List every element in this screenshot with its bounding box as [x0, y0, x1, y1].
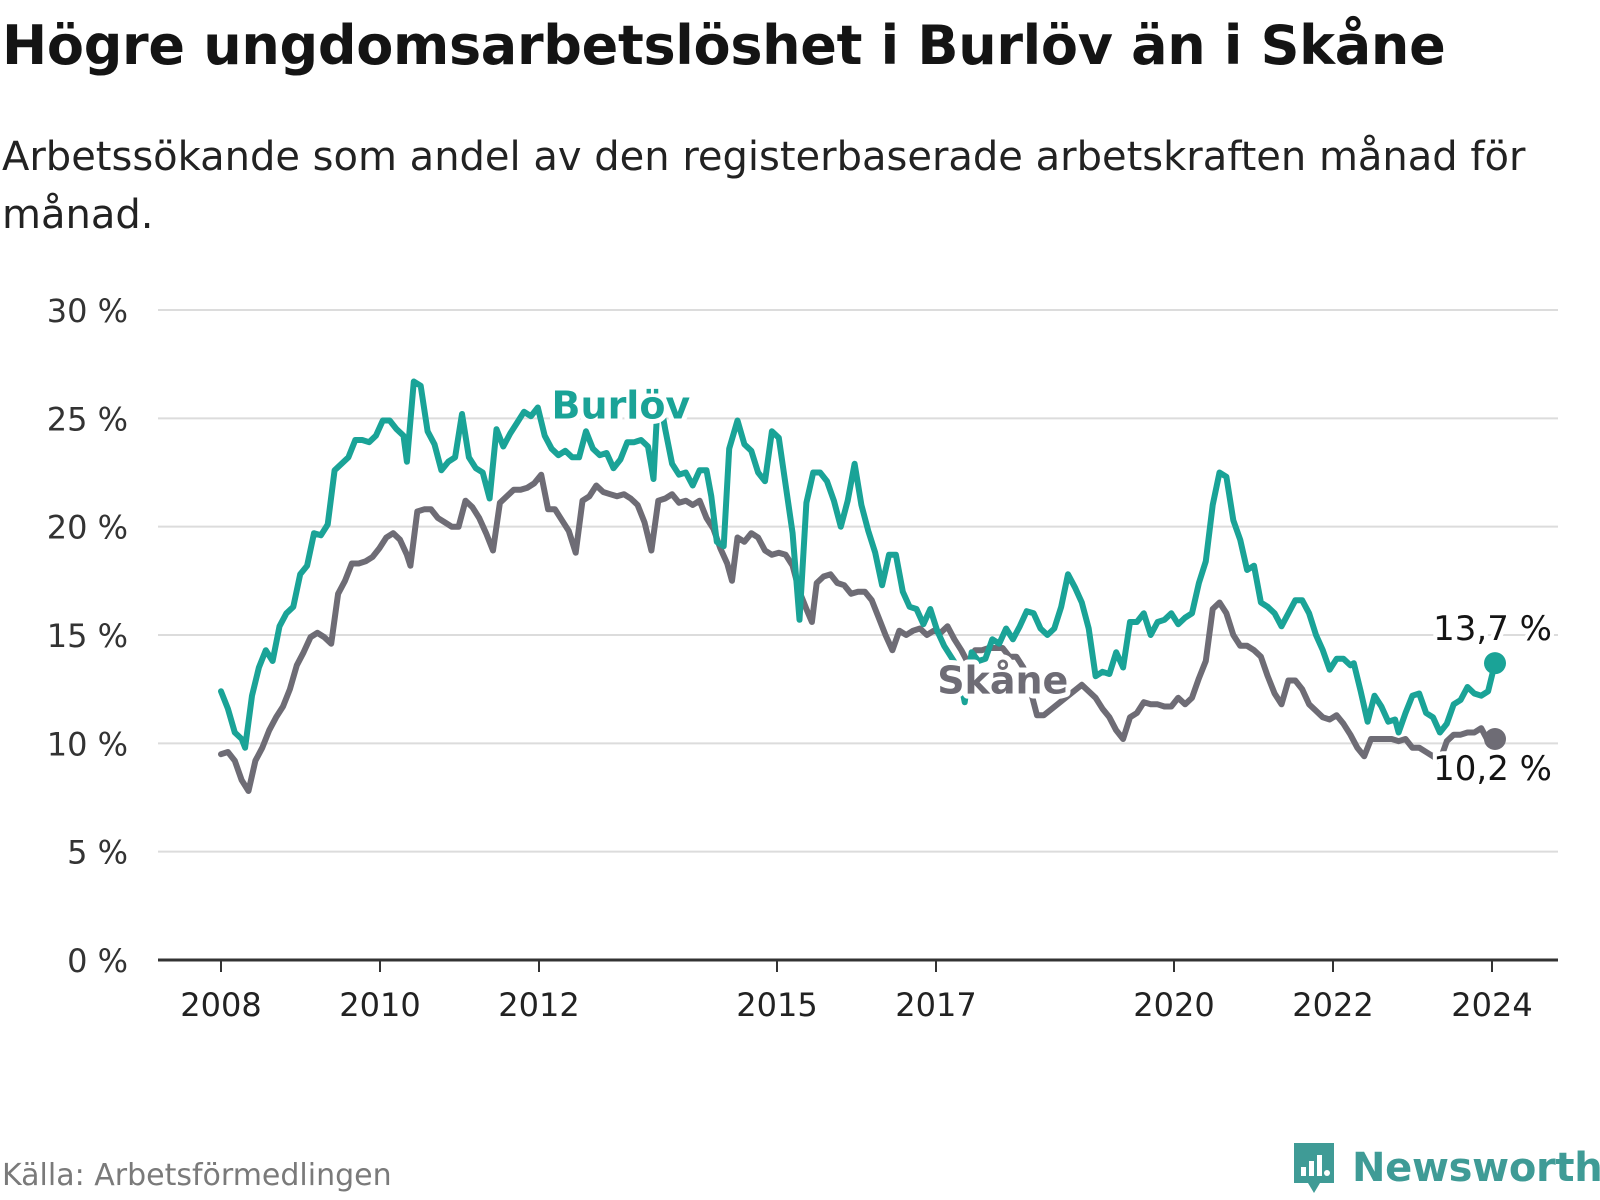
- series-end-point: [1484, 652, 1506, 675]
- chart-title: Högre ungdomsarbetslöshet i Burlöv än i …: [2, 14, 1446, 77]
- y-axis: 0 % 5 % 10 % 15 % 20 % 25 % 30 %: [47, 292, 128, 980]
- x-tick-label: 2017: [895, 986, 976, 1024]
- x-tick-label: 2015: [736, 986, 817, 1024]
- y-tick-label: 25 %: [47, 400, 128, 438]
- y-tick-label: 5 %: [67, 834, 128, 872]
- end-value-label: 13,7 %: [1433, 609, 1552, 649]
- line-chart: 0 %5 %10 %15 %20 %25 %30 % 2008 2010 2012 2…: [47, 292, 1558, 1024]
- series-label-burlöv: Burlöv: [552, 383, 691, 427]
- y-tick-label: 0 %: [67, 942, 128, 980]
- y-tick-label: 30 %: [47, 292, 128, 330]
- source-note: Källa: Arbetsförmedlingen: [2, 1158, 392, 1193]
- series-labels: Burlöv Skåne 13,7 % 10,2 %: [547, 378, 1556, 793]
- x-tick-label: 2012: [498, 986, 579, 1024]
- series-line-skåne: [218, 471, 1498, 794]
- x-tick-label: 2010: [339, 986, 420, 1024]
- series-label-skåne: Skåne: [937, 659, 1068, 703]
- series-group: [218, 378, 1506, 794]
- brand: Newsworthy: [1290, 1140, 1600, 1196]
- series-end-point: [1484, 728, 1506, 750]
- x-tick-label: 2020: [1133, 986, 1214, 1024]
- brand-name: Newsworthy: [1352, 1145, 1600, 1191]
- end-value-label: 10,2 %: [1433, 749, 1552, 789]
- series-line-burlöv: [218, 378, 1498, 751]
- x-axis: 2008 2010 2012 2015 2017 2020 2022 2024: [158, 958, 1558, 1024]
- x-tick-label: 2022: [1292, 986, 1373, 1024]
- y-tick-label: 15 %: [47, 617, 128, 655]
- chart-subtitle: Arbetssökande som andel av den registerb…: [2, 134, 1526, 238]
- gridlines: [158, 309, 1558, 853]
- x-tick-label: 2008: [180, 986, 261, 1024]
- newsworthy-logo-icon: [1294, 1143, 1334, 1193]
- y-tick-label: 20 %: [47, 509, 128, 547]
- y-tick-label: 10 %: [47, 725, 128, 763]
- x-tick-label: 2024: [1451, 986, 1532, 1024]
